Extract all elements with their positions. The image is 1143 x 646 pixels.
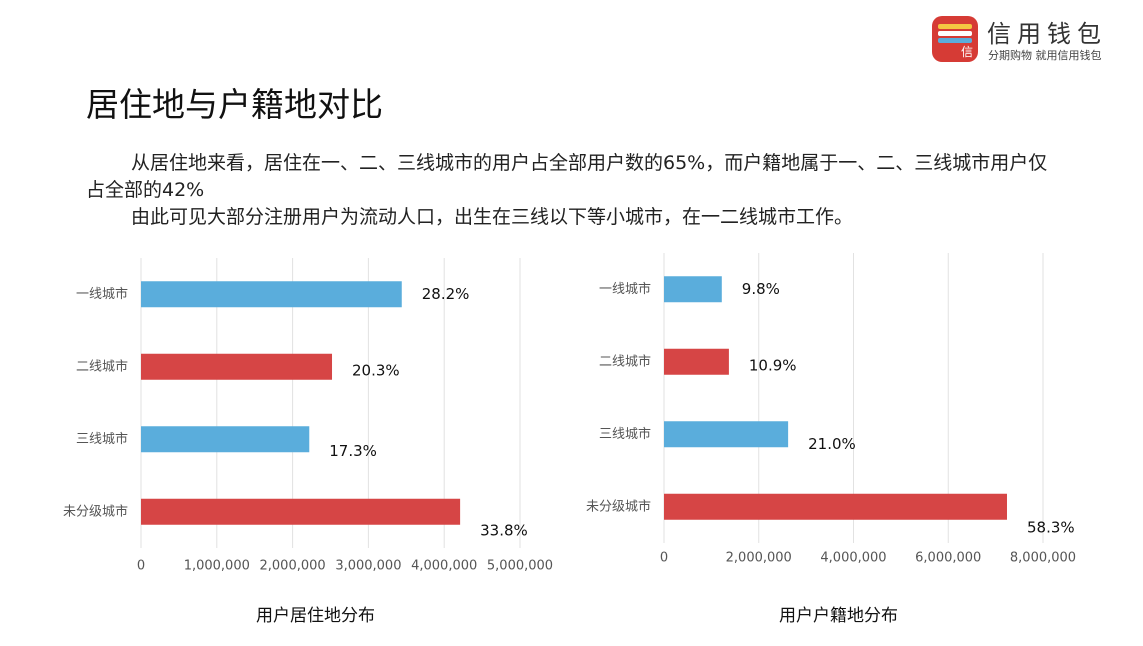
value-label: 9.8% — [742, 280, 780, 298]
bar — [141, 353, 333, 380]
y-tick-label: 二线城市 — [76, 358, 128, 374]
paragraphs: 从居住地来看，居住在一、二、三线城市的用户占全部用户数的65%，而户籍地属于一、… — [86, 150, 1061, 231]
y-tick-label: 一线城市 — [599, 281, 651, 297]
x-tick-label: 0 — [137, 559, 145, 574]
logo-icon: 信 — [932, 16, 978, 62]
logo-icon-text: 信 — [960, 45, 973, 59]
value-label: 20.3% — [352, 361, 400, 379]
x-tick-label: 2,000,000 — [726, 551, 792, 566]
bar — [141, 281, 402, 308]
x-tick-label: 1,000,000 — [184, 559, 250, 574]
bar — [664, 421, 789, 448]
y-tick-label: 一线城市 — [76, 286, 128, 302]
x-tick-label: 6,000,000 — [915, 551, 981, 566]
value-label: 33.8% — [480, 521, 528, 539]
y-tick-label: 二线城市 — [599, 353, 651, 369]
x-tick-label: 2,000,000 — [260, 559, 326, 574]
y-tick-label: 三线城市 — [76, 431, 128, 447]
x-tick-label: 8,000,000 — [1010, 551, 1076, 566]
x-tick-label: 5,000,000 — [487, 559, 553, 574]
x-tick-label: 3,000,000 — [335, 559, 401, 574]
value-label: 28.2% — [422, 285, 470, 303]
value-label: 21.0% — [808, 435, 856, 453]
bar — [141, 498, 461, 525]
y-tick-label: 未分级城市 — [586, 498, 651, 514]
logo-slogan: 分期购物 就用信用钱包 — [988, 49, 1102, 62]
value-label: 10.9% — [749, 356, 797, 374]
logo-name: 信用钱包 — [987, 20, 1107, 48]
paragraph: 由此可见大部分注册用户为流动人口，出生在三线以下等小城市，在一二线城市工作。 — [131, 206, 854, 228]
y-tick-label: 三线城市 — [599, 426, 651, 442]
x-tick-label: 4,000,000 — [820, 551, 886, 566]
value-label: 17.3% — [329, 442, 377, 460]
y-tick-label: 未分级城市 — [63, 503, 128, 519]
x-tick-label: 0 — [660, 551, 668, 566]
paragraph: 从居住地来看，居住在一、二、三线城市的用户占全部用户数的65%，而户籍地属于一、… — [86, 152, 1048, 201]
x-axis-title: 用户居住地分布 — [256, 606, 375, 626]
bar — [141, 426, 310, 453]
value-label: 58.3% — [1027, 518, 1075, 536]
bar — [664, 493, 1007, 520]
page-title: 居住地与户籍地对比 — [86, 85, 383, 124]
bar — [664, 276, 722, 303]
x-tick-label: 4,000,000 — [411, 559, 477, 574]
bar — [664, 348, 729, 375]
x-axis-title: 用户户籍地分布 — [779, 606, 898, 626]
